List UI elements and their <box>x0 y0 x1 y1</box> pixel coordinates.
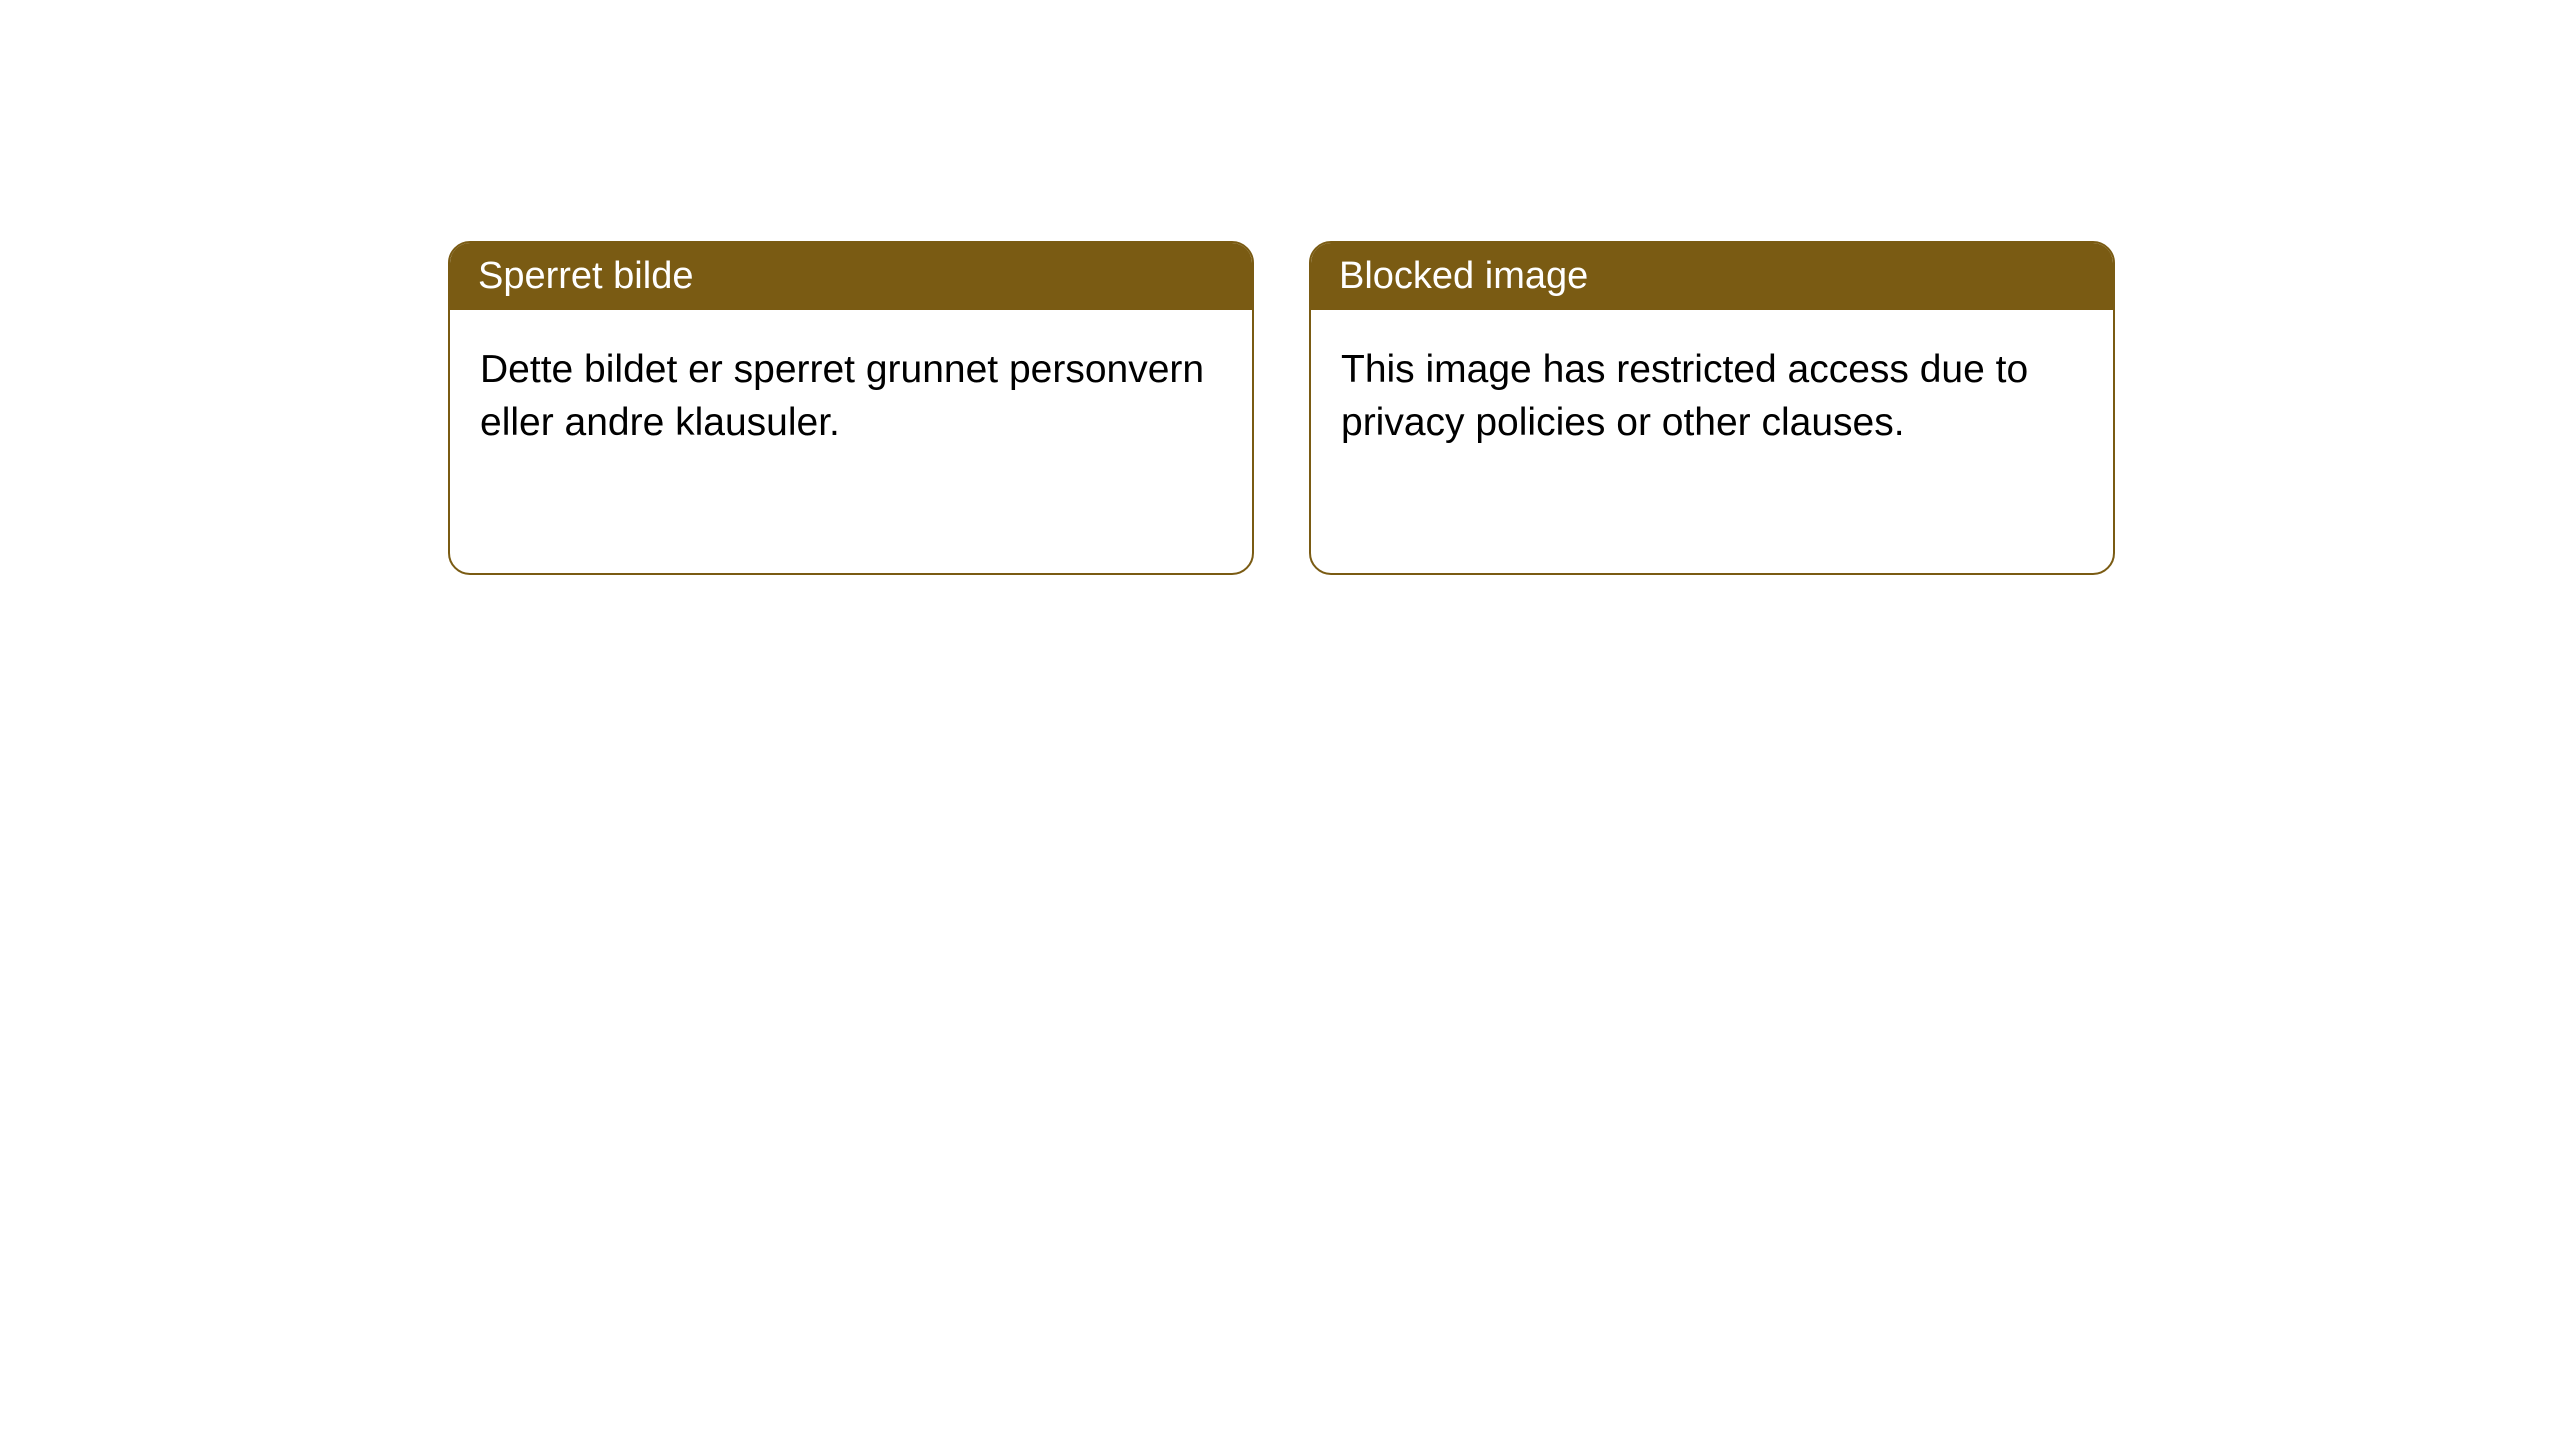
notice-body-norwegian: Dette bildet er sperret grunnet personve… <box>450 310 1252 483</box>
notice-card-norwegian: Sperret bilde Dette bildet er sperret gr… <box>448 241 1254 575</box>
notice-card-english: Blocked image This image has restricted … <box>1309 241 2115 575</box>
notice-body-english: This image has restricted access due to … <box>1311 310 2113 483</box>
notice-title-english: Blocked image <box>1311 243 2113 310</box>
notice-title-norwegian: Sperret bilde <box>450 243 1252 310</box>
notice-container: Sperret bilde Dette bildet er sperret gr… <box>448 241 2115 575</box>
